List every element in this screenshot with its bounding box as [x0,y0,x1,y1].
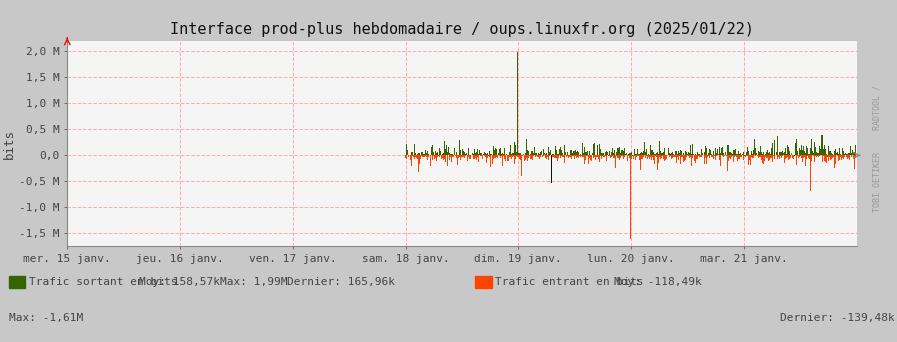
Text: Moy: -118,49k: Moy: -118,49k [614,277,702,287]
Text: Trafic entrant en bits: Trafic entrant en bits [495,277,644,287]
Y-axis label: bits: bits [4,129,16,159]
Text: RADTOOL /: RADTOOL / [873,85,882,130]
Text: Max: 1,99M: Max: 1,99M [220,277,287,287]
Text: Moy: 158,57k: Moy: 158,57k [139,277,220,287]
Text: TOBI OETIKER: TOBI OETIKER [873,152,882,212]
Title: Interface prod-plus hebdomadaire / oups.linuxfr.org (2025/01/22): Interface prod-plus hebdomadaire / oups.… [170,22,754,37]
Text: Max: -1,61M: Max: -1,61M [9,313,83,323]
Text: Dernier: -139,48k: Dernier: -139,48k [780,313,895,323]
Text: Dernier: 165,96k: Dernier: 165,96k [287,277,395,287]
Text: Trafic sortant en bits: Trafic sortant en bits [29,277,178,287]
